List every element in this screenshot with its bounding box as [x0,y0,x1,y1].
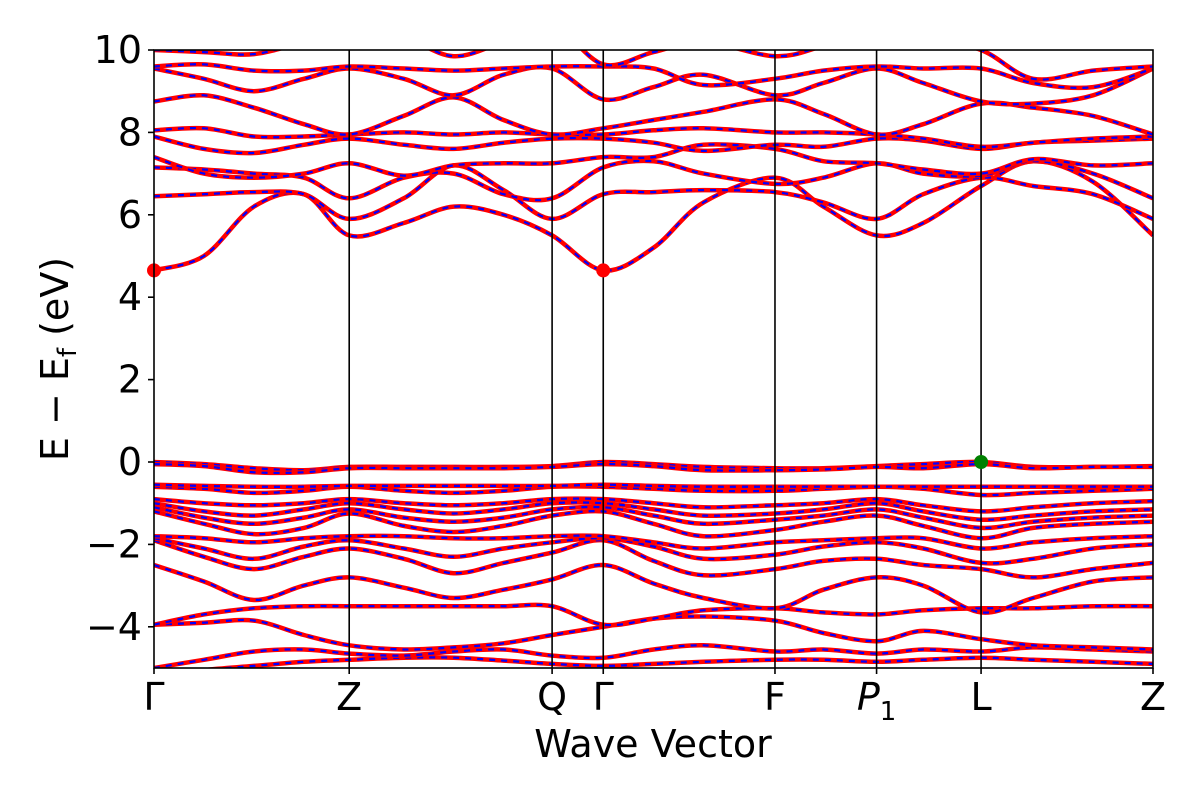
y-axis-title: E − Ef (eV) [33,257,83,461]
band-25-solid [154,50,1153,82]
x-tick-label-0-main: Γ [143,675,164,719]
band-20-dashed [154,135,1153,155]
y-axis-title-subscript: f [53,347,83,357]
y-axis-ticks: −4 −2 0 2 4 6 8 10 [86,28,154,649]
band-8-dashed [154,510,1153,540]
y-tick-label-7: 10 [94,28,142,72]
band-11-solid [154,496,1153,514]
y-axis-title-suffix: (eV) [33,257,77,348]
band-1-dashed [154,644,1153,668]
y-tick-label-1: −2 [86,522,142,566]
x-axis-ticks: Γ Z Q Γ F P1 L Z [143,668,1166,727]
band-18-dashed [154,159,1153,202]
x-tick-label-2: Q [537,675,567,719]
x-tick-label-7-main: Z [1140,675,1166,719]
x-tick-label-4-main: F [764,675,786,719]
y-tick-label-2: 0 [118,440,142,484]
band-19-dashed [154,143,1153,179]
x-tick-label-6-main: L [970,675,991,719]
band-24-solid [154,62,1153,91]
plot-frame [153,49,1154,669]
y-tick-label-6: 8 [118,110,142,154]
x-tick-label-5-sub: 1 [880,697,897,727]
x-tick-label-1: Z [336,675,362,719]
band-22-dashed [154,94,1153,136]
band-17-dashed [154,164,1153,221]
x-tick-label-0: Γ [143,675,164,719]
x-tick-label-5-main: P [857,675,880,719]
y-axis-title-prefix: E − E [33,357,77,461]
band-10-dashed [154,501,1153,521]
x-tick-label-2-main: Q [537,675,567,719]
band-9-dashed [154,505,1153,530]
x-axis-title: Wave Vector [534,722,772,766]
y-tick-label-4: 4 [118,275,142,319]
band-7-solid [154,533,1153,551]
band-4-dashed [154,563,1153,614]
high-symmetry-lines [348,50,982,668]
x-tick-label-3-main: Γ [593,675,614,719]
extremum-marker-2 [974,455,989,469]
band-12-solid [154,484,1153,498]
band-13-dashed [154,483,1153,488]
band-21-solid [154,125,1153,150]
band-3-dashed [154,603,1153,627]
x-tick-label-6: L [970,675,991,719]
band-0-solid [202,655,1153,668]
x-tick-label-7: Z [1140,675,1166,719]
y-tick-label-5: 6 [118,193,142,237]
extremum-marker-1 [596,263,611,278]
y-tick-label-0: −4 [86,605,142,649]
x-tick-label-1-main: Z [336,675,362,719]
band-5-dashed [154,539,1153,579]
x-tick-label-3: Γ [593,675,614,719]
band-6-dashed [154,537,1153,565]
y-tick-label-3: 2 [118,358,142,402]
x-tick-label-4: F [764,675,786,719]
x-tick-label-5: P1 [857,675,896,727]
